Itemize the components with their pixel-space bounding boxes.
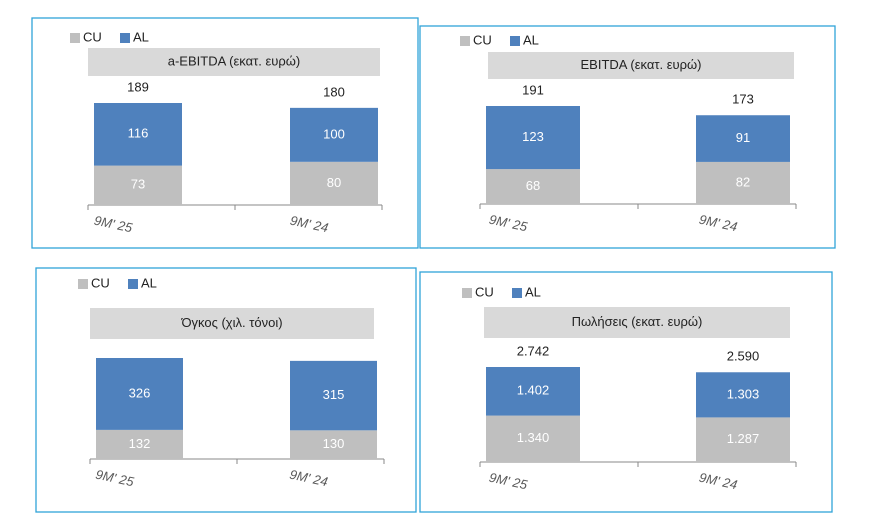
legend-swatch bbox=[78, 279, 88, 289]
chart-title: Πωλήσεις (εκατ. ευρώ) bbox=[572, 314, 703, 329]
title-bar bbox=[90, 308, 374, 339]
value-label: 116 bbox=[128, 126, 149, 141]
value-label: 80 bbox=[327, 175, 341, 190]
legend-swatch bbox=[120, 33, 130, 43]
legend-swatch bbox=[462, 288, 472, 298]
legend-swatch bbox=[70, 33, 80, 43]
value-label: 123 bbox=[522, 129, 544, 144]
legend-label: CU bbox=[83, 29, 102, 44]
legend-swatch bbox=[512, 288, 522, 298]
total-label: 2.742 bbox=[517, 343, 550, 358]
value-label: 82 bbox=[736, 174, 750, 189]
chart-panel: CU AL a-EBITDA (εκατ. ευρώ) 73 116 189 9M' 25 8… bbox=[31, 17, 419, 249]
value-label: 1.402 bbox=[517, 383, 550, 398]
value-label: 130 bbox=[323, 436, 345, 451]
chart-panel: CU AL Πωλήσεις (εκατ. ευρώ) 1.340 1.402 2.742… bbox=[419, 271, 833, 513]
title-bar bbox=[488, 52, 794, 79]
total-label: 173 bbox=[732, 92, 754, 107]
title-bar bbox=[484, 307, 790, 338]
bar-segment bbox=[696, 372, 790, 418]
bar-segment bbox=[696, 417, 790, 462]
legend-swatch bbox=[128, 279, 138, 289]
value-label: 91 bbox=[736, 130, 750, 145]
value-label: 1.340 bbox=[517, 430, 550, 445]
bar-segment bbox=[486, 415, 580, 462]
x-tick-label: 9M' 25 bbox=[94, 467, 136, 490]
legend-swatch bbox=[510, 36, 520, 46]
x-tick-label: 9M' 25 bbox=[488, 212, 530, 235]
x-tick-label: 9M' 25 bbox=[93, 213, 135, 236]
x-tick-label: 9M' 24 bbox=[289, 213, 330, 236]
total-label: 189 bbox=[127, 79, 149, 94]
x-tick-label: 9M' 25 bbox=[488, 470, 530, 493]
legend-label: AL bbox=[525, 284, 541, 299]
legend-label: AL bbox=[523, 32, 539, 47]
bar-segment bbox=[486, 169, 580, 204]
value-label: 326 bbox=[129, 385, 151, 400]
title-bar bbox=[88, 48, 380, 76]
panel-border bbox=[31, 17, 419, 249]
chart-title: a-EBITDA (εκατ. ευρώ) bbox=[168, 53, 301, 68]
value-label: 315 bbox=[323, 387, 345, 402]
bar-segment bbox=[94, 165, 182, 205]
legend-label: AL bbox=[133, 29, 149, 44]
chart-panel: CU AL EBITDA (εκατ. ευρώ) 68 123 191 9M' 25 82 9… bbox=[419, 25, 836, 249]
bar-segment bbox=[96, 429, 183, 459]
value-label: 100 bbox=[323, 126, 345, 141]
legend-swatch bbox=[460, 36, 470, 46]
value-label: 1.303 bbox=[727, 386, 760, 401]
x-tick-label: 9M' 24 bbox=[288, 467, 329, 490]
value-label: 1.287 bbox=[727, 431, 760, 446]
bar-segment bbox=[290, 430, 377, 459]
bar-segment bbox=[290, 107, 378, 162]
bar-segment bbox=[486, 367, 580, 416]
bar-segment bbox=[696, 115, 790, 162]
value-label: 68 bbox=[526, 178, 540, 193]
panel-border bbox=[419, 271, 833, 513]
panel-border bbox=[35, 267, 417, 513]
bar-segment bbox=[96, 358, 183, 430]
x-tick-label: 9M' 24 bbox=[698, 470, 739, 493]
x-tick-label: 9M' 24 bbox=[698, 212, 739, 235]
chart-panel: CU AL Όγκος (χιλ. τόνοι) 132 326 9M' 25 130 315… bbox=[35, 267, 417, 513]
total-label: 2.590 bbox=[727, 349, 760, 364]
chart-title: Όγκος (χιλ. τόνοι) bbox=[180, 315, 282, 330]
bar-segment bbox=[290, 360, 377, 431]
bar-segment bbox=[486, 106, 580, 170]
total-label: 191 bbox=[522, 82, 544, 97]
value-label: 132 bbox=[129, 436, 151, 451]
legend-label: AL bbox=[141, 275, 157, 290]
chart-title: EBITDA (εκατ. ευρώ) bbox=[581, 57, 702, 72]
panel-border bbox=[419, 25, 836, 249]
bar-segment bbox=[290, 161, 378, 205]
value-label: 73 bbox=[131, 177, 145, 192]
bar-segment bbox=[696, 161, 790, 204]
total-label: 180 bbox=[323, 84, 345, 99]
bar-segment bbox=[94, 103, 182, 166]
legend-label: CU bbox=[91, 275, 110, 290]
legend-label: CU bbox=[473, 32, 492, 47]
legend-label: CU bbox=[475, 284, 494, 299]
